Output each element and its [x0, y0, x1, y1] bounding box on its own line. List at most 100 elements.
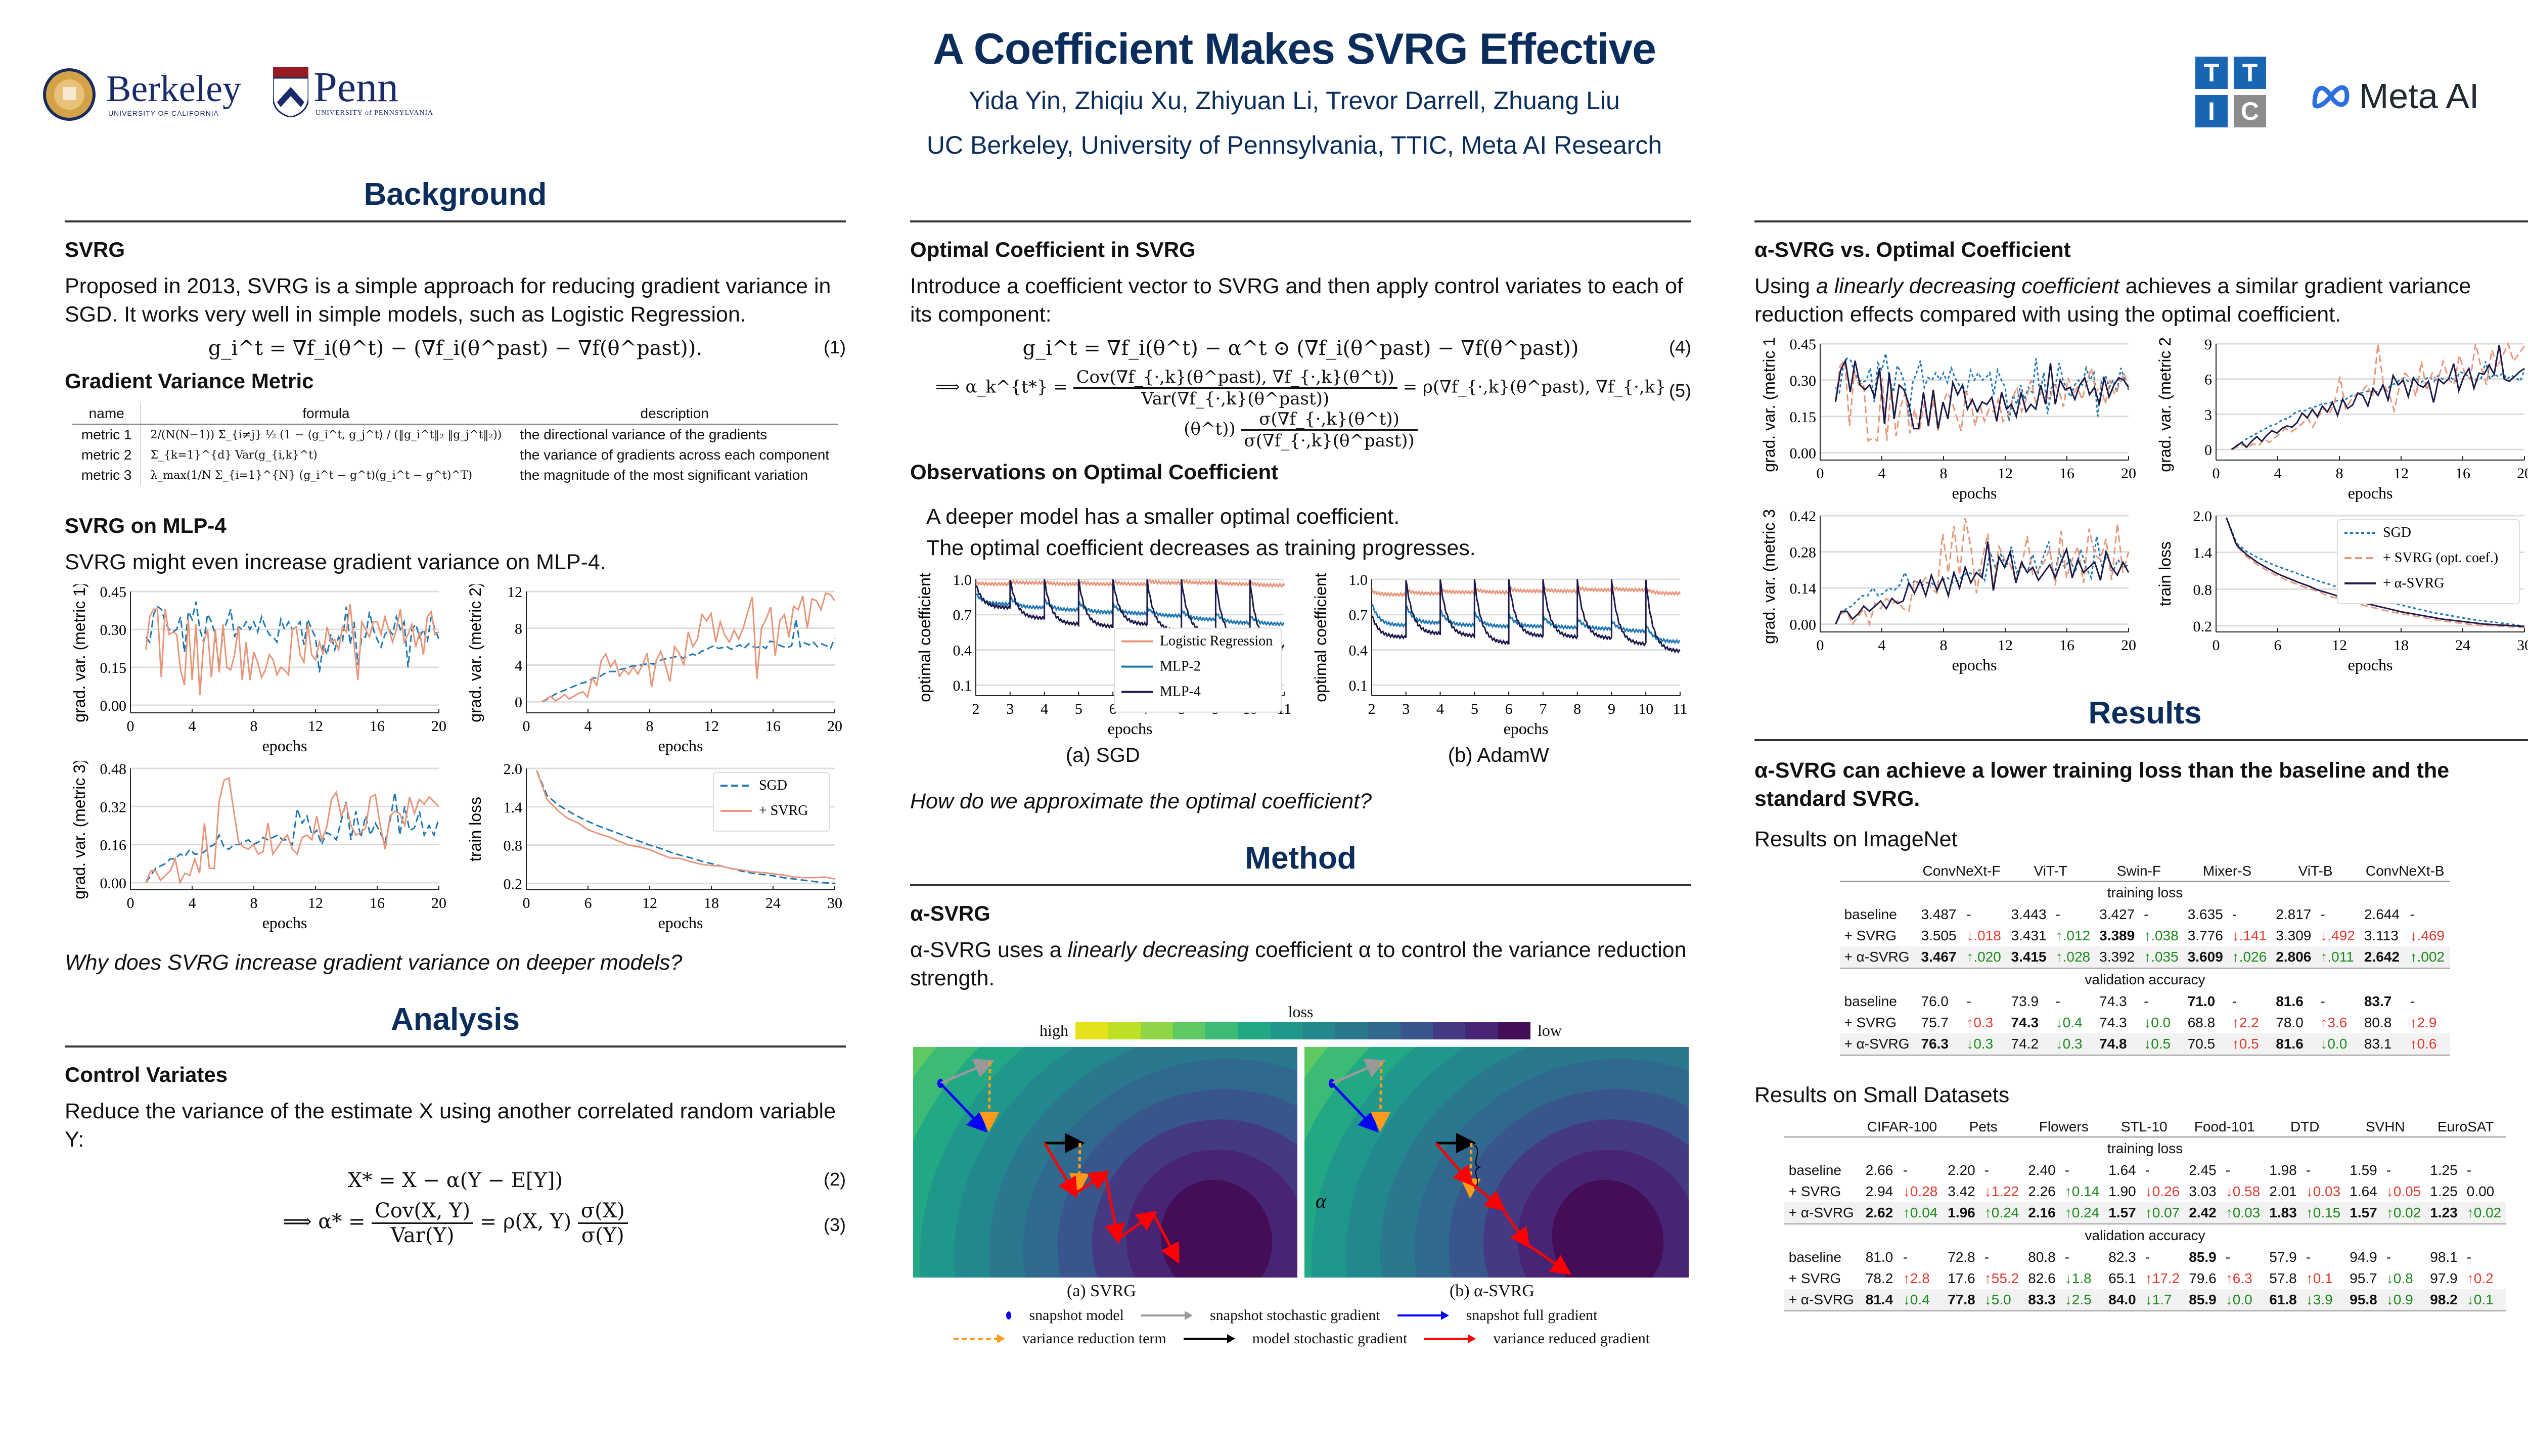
delta-cell: ↓0.05 [2386, 1184, 2421, 1199]
delta-cell: - [2144, 993, 2149, 1009]
black-arrow-icon [1183, 1334, 1235, 1343]
x-tick-label: 2 [972, 701, 980, 717]
value-cell: 1.98 [2269, 1162, 2297, 1178]
author-list: Yida Yin, Zhiqiu Xu, Zhiyuan Li, Trevor … [969, 86, 1620, 115]
chart-mlp4-train-loss: 0.2 0.8 1.4 2.0 0 6 12 18 24 30 epochs train loss SG… [466, 761, 842, 932]
value-cell: 78.2 [1865, 1270, 1893, 1286]
ttic-tile-i: I [2195, 95, 2228, 127]
value-cell: 2.42 [2189, 1205, 2217, 1220]
eq5-numerator-2: σ(∇f_{·,k}(θ^t)) [1241, 409, 1418, 431]
value-cell: 78.0 [2276, 1015, 2304, 1030]
colorbar-swatch [1270, 1022, 1303, 1039]
value-cell: 2.01 [2269, 1184, 2297, 1199]
y-tick-label: 0.1 [953, 677, 972, 694]
chart-optimal-adamw: 0.1 0.4 0.7 1.0 2 3 4 5 6 7 8 9 10 11 epochs optimal co… [1312, 572, 1687, 738]
x-tick-label: 4 [2274, 465, 2281, 482]
row-label: + α-SVRG [1788, 1205, 1854, 1220]
value-cell: 68.8 [2187, 1015, 2216, 1030]
x-tick-label: 2 [1368, 701, 1375, 717]
x-axis-label: epochs [262, 914, 307, 932]
series-line-sgd [1835, 353, 2130, 422]
x-tick-label: 4 [1041, 701, 1048, 717]
delta-cell: - [1903, 1249, 1908, 1265]
x-tick-label: 12 [642, 895, 657, 912]
delta-cell: - [2410, 993, 2415, 1009]
x-tick-label: 4 [1878, 465, 1886, 482]
value-cell: 77.8 [1948, 1292, 1975, 1307]
text-span: Using [1754, 274, 1816, 298]
x-tick-label: 8 [250, 718, 258, 735]
equation-1-body: g_i^t = ∇f_i(θ^t) − (∇f_i(θ^past) − ∇f(θ… [208, 337, 703, 360]
x-tick-label: 12 [1998, 465, 2013, 482]
series-line-logistic-regression [975, 577, 1285, 588]
delta-cell: - [2145, 1162, 2150, 1178]
delta-cell: ↓0.0 [2320, 1036, 2348, 1052]
delta-cell: ↓0.9 [2386, 1292, 2413, 1307]
legend-label: snapshot stochastic gradient [1209, 1307, 1380, 1324]
delta-cell: ↑0.07 [2145, 1205, 2180, 1220]
penn-subtitle: UNIVERSITY of PENNSYLVANIA [315, 109, 434, 117]
legend-label: SGD [2383, 525, 2411, 540]
row-label: + SVRG [1844, 928, 1897, 943]
metric-name: metric 2 [81, 447, 132, 463]
mlp4-question: Why does SVRG increase gradient variance… [65, 950, 683, 975]
value-cell: 74.3 [2099, 1015, 2127, 1030]
x-tick-label: 18 [2394, 637, 2409, 654]
delta-cell: - [2320, 906, 2325, 922]
berkeley-subtitle: UNIVERSITY OF CALIFORNIA [108, 109, 219, 117]
y-tick-label: 0 [515, 694, 522, 711]
comparison-chart-grid: 0.00 0.15 0.30 0.45 0 4 8 12 16 20 epochs grad. var… [1754, 337, 2528, 675]
variance-reduced-gradient-arrow [1469, 1181, 1506, 1211]
x-tick-label: 8 [1940, 465, 1948, 482]
value-cell: 71.0 [2187, 993, 2216, 1009]
subheading-optimal-coefficient: Optimal Coefficient in SVRG [910, 238, 1196, 261]
delta-cell: - [2466, 1162, 2472, 1178]
metric-col-formula: formula [141, 403, 511, 425]
value-cell: 74.8 [2099, 1036, 2127, 1052]
delta-cell: ↓3.9 [2306, 1292, 2333, 1307]
contour-level [1160, 1179, 1272, 1278]
table-row: baseline 3.487-3.443-3.427-3.635-2.817-2.… [1840, 904, 2451, 925]
legend-label: MLP-4 [1160, 684, 1201, 700]
column-middle: Optimal Coefficient in SVRG Introduce a … [910, 172, 1691, 1353]
x-tick-label: 24 [2455, 637, 2470, 654]
control-variates-description: Reduce the variance of the estimate X us… [65, 1099, 836, 1152]
table-row: + SVRG 2.94 ↓0.28 3.42 ↓1.22 2.26 ↑0.14 1.90 ↓0.… [1784, 1181, 2506, 1202]
delta-cell: ↑0.24 [2064, 1205, 2100, 1220]
group-label: validation accuracy [2085, 972, 2205, 987]
text-span-italic: linearly decreasing [1067, 938, 1249, 962]
delta-cell: ↑0.2 [2466, 1270, 2494, 1286]
chart-legend [2336, 519, 2520, 604]
x-tick-label: 20 [2121, 465, 2136, 482]
y-tick-label: 0.7 [1348, 607, 1368, 624]
series-line--svrg [541, 592, 835, 703]
penn-shield-icon [273, 67, 308, 117]
colorbar-swatch [1465, 1022, 1498, 1039]
series-line-mlp-4 [1371, 579, 1680, 654]
y-tick-label: 0.42 [1790, 509, 1817, 525]
eq3-fraction-2: σ(X) σ(Y) [577, 1199, 628, 1247]
delta-cell: - [2064, 1249, 2070, 1265]
delta-cell: ↓0.1 [2466, 1292, 2494, 1307]
group-label: validation accuracy [2085, 1227, 2205, 1243]
equation-number: (5) [1669, 380, 1691, 401]
x-tick-label: 16 [2059, 465, 2074, 482]
colorbar-swatch [1172, 1022, 1206, 1039]
eq5-lhs: ⟹ α_k^{t*} = [935, 377, 1068, 397]
delta-cell: ↓.018 [1966, 928, 2001, 943]
metric-description: the magnitude of the most significant va… [520, 467, 808, 483]
y-tick-label: 0.15 [1790, 409, 1817, 426]
metric-description: the variance of gradients across each co… [520, 447, 830, 463]
metric-name: metric 1 [81, 427, 132, 442]
legend-label: variance reduced gradient [1493, 1330, 1650, 1347]
equation-1: g_i^t = ∇f_i(θ^t) − (∇f_i(θ^past) − ∇f(θ… [65, 337, 846, 360]
subheading-mlp4: SVRG on MLP-4 [65, 514, 227, 537]
x-tick-label: 8 [646, 718, 653, 735]
series-line--svrg-opt-coef- [2225, 517, 2524, 628]
delta-cell: ↑.038 [2144, 928, 2179, 943]
row-label: + α-SVRG [1844, 1036, 1910, 1052]
series-line--svrg [535, 770, 835, 880]
y-axis-label: grad. var. (metric 2) [2156, 337, 2174, 472]
berkeley-seal-icon [43, 68, 96, 121]
equation-4: g_i^t = ∇f_i(θ^t) − α^t ⊙ (∇f_i(θ^past) … [910, 337, 1692, 360]
